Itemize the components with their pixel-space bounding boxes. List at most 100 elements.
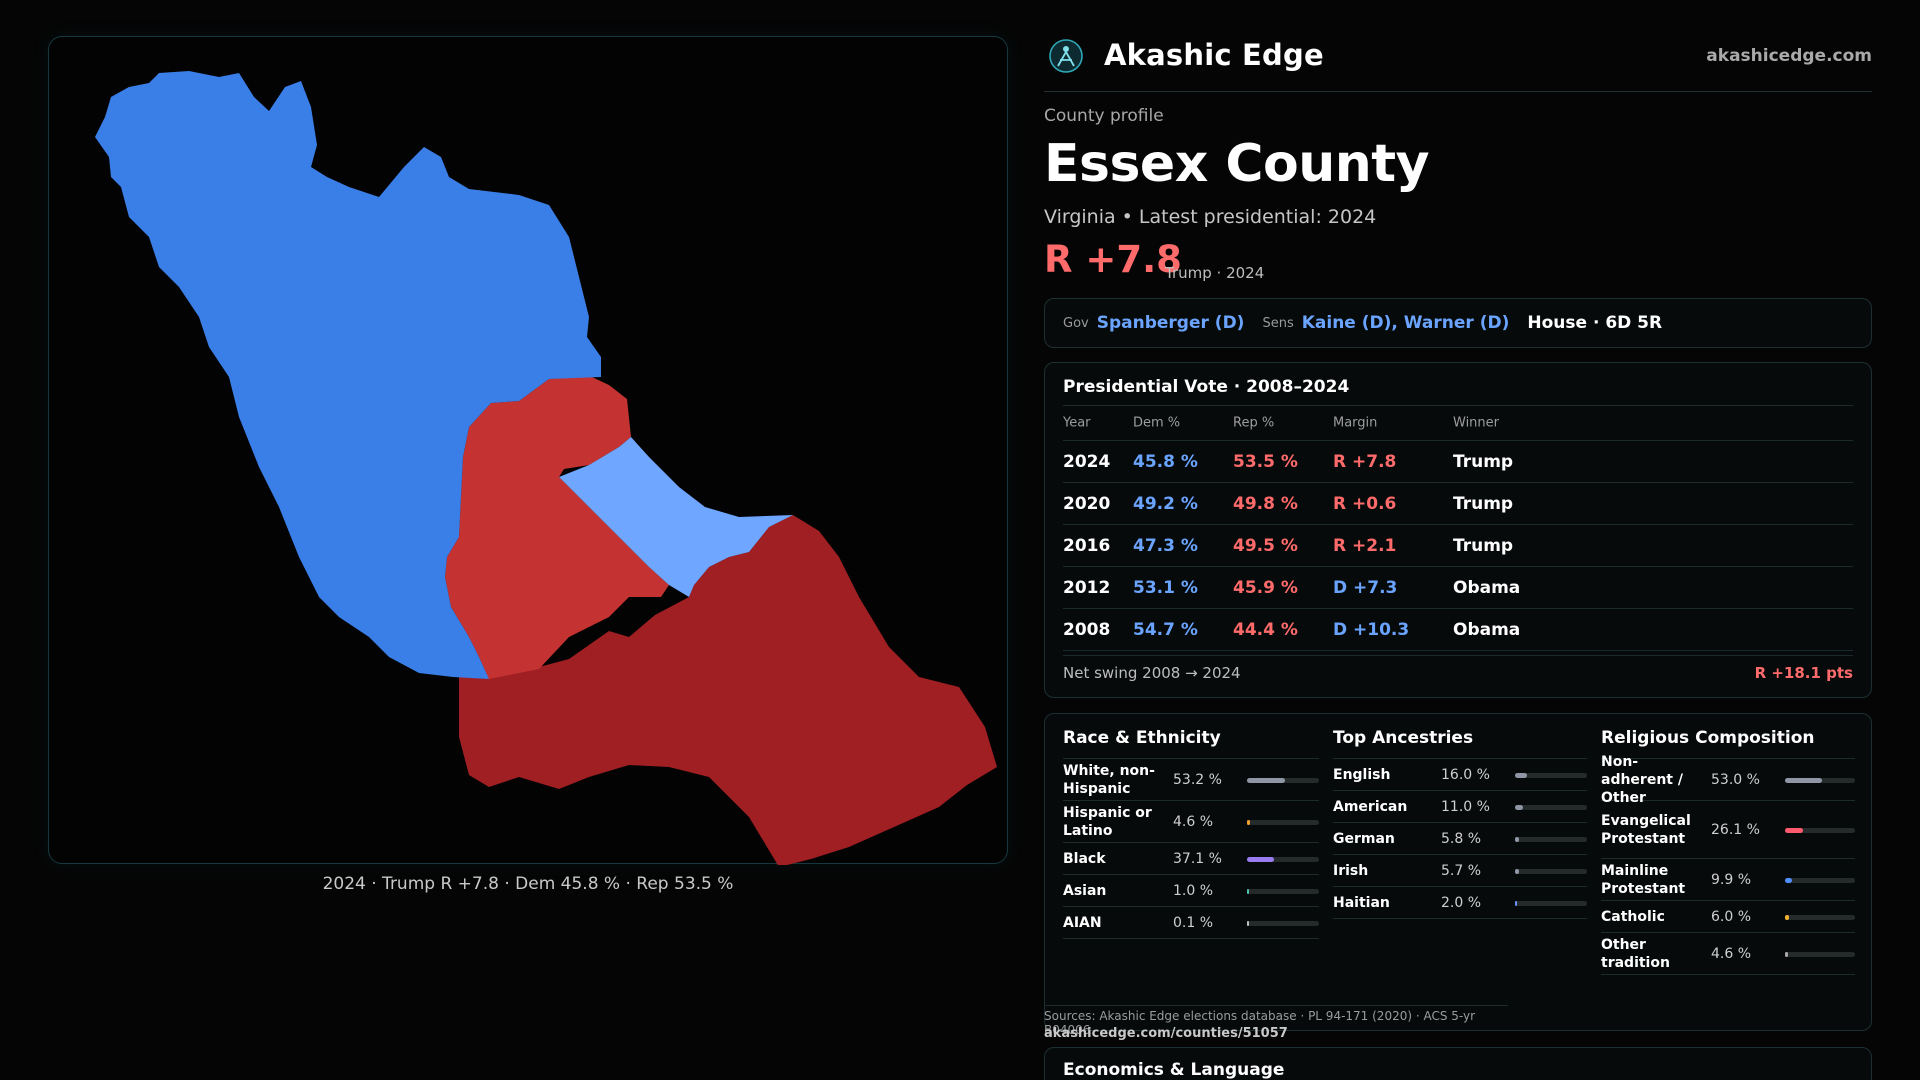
list-item: AIAN 0.1 %	[1063, 907, 1319, 939]
precinct-south-rep[interactable]	[459, 515, 997, 865]
list-item: Haitian 2.0 %	[1333, 887, 1587, 919]
list-item: Hispanic or Latino 4.6 %	[1063, 801, 1319, 843]
sources-url-link[interactable]: akashicedge.com/counties/51057	[1044, 1026, 1288, 1041]
row-rep-pct: 49.8 %	[1233, 493, 1298, 514]
item-label: AIAN	[1063, 914, 1102, 931]
net-swing-value: R +18.1 pts	[1754, 664, 1853, 682]
item-label: Irish	[1333, 862, 1369, 879]
religion-title: Religious Composition	[1601, 728, 1855, 759]
item-bar-fill	[1785, 777, 1823, 783]
item-bar-fill	[1515, 772, 1527, 778]
list-item: American 11.0 %	[1333, 791, 1587, 823]
demographics-card: Race & Ethnicity White, non-Hispanic 53.2…	[1044, 713, 1872, 1031]
item-bar-track	[1785, 827, 1855, 833]
precinct-middle-rep[interactable]	[445, 371, 669, 679]
table-row: 2008 54.7 % 44.4 % D +10.3 Obama	[1063, 609, 1853, 651]
list-item: White, non-Hispanic 53.2 %	[1063, 759, 1319, 801]
precinct-north-dem[interactable]	[95, 71, 601, 679]
item-label: American	[1333, 798, 1408, 815]
item-bar-fill	[1785, 877, 1792, 883]
senators-names[interactable]: Kaine (D), Warner (D)	[1301, 313, 1510, 333]
header-winner: Winner	[1453, 415, 1500, 431]
item-bar-track	[1247, 888, 1319, 894]
item-bar-fill	[1247, 920, 1249, 926]
presidential-title: Presidential Vote · 2008–2024	[1063, 377, 1350, 397]
row-winner: Trump	[1453, 493, 1514, 514]
item-label: Black	[1063, 850, 1106, 867]
net-swing-row: Net swing 2008 → 2024 R +18.1 pts	[1063, 655, 1853, 685]
list-item: Irish 5.7 %	[1333, 855, 1587, 887]
race-title: Race & Ethnicity	[1063, 728, 1319, 759]
item-percent: 9.9 %	[1711, 871, 1752, 888]
senators-label: Sens	[1262, 315, 1294, 331]
header-dem: Dem %	[1133, 415, 1181, 431]
item-percent: 11.0 %	[1441, 798, 1490, 815]
list-item: Other tradition 4.6 %	[1601, 933, 1855, 975]
gov-label: Gov	[1063, 315, 1089, 331]
item-percent: 5.8 %	[1441, 830, 1482, 847]
net-swing-label: Net swing 2008 → 2024	[1063, 664, 1241, 682]
row-winner: Obama	[1453, 619, 1521, 640]
item-bar-fill	[1785, 827, 1804, 833]
presidential-table: Year Dem % Rep % Margin Winner 2024 45.8 …	[1063, 405, 1853, 651]
item-percent: 0.1 %	[1173, 914, 1214, 931]
page-title: Essex County	[1044, 134, 1430, 194]
list-item: Non-adherent / Other 53.0 %	[1601, 754, 1855, 806]
item-bar-track	[1247, 819, 1319, 825]
item-bar-fill	[1247, 777, 1286, 783]
item-bar-track	[1785, 877, 1855, 883]
officials-bar: Gov Spanberger (D) Sens Kaine (D), Warne…	[1044, 298, 1872, 348]
precinct-east-dem-light[interactable]	[559, 437, 793, 597]
house-delegation: House · 6D 5R	[1527, 313, 1663, 333]
race-column: Race & Ethnicity White, non-Hispanic 53.2…	[1063, 728, 1319, 939]
item-percent: 26.1 %	[1711, 821, 1760, 838]
ancestry-column: Top Ancestries English 16.0 % American 11.0…	[1333, 728, 1587, 919]
item-bar-track	[1515, 804, 1587, 810]
row-dem-pct: 54.7 %	[1133, 619, 1198, 640]
item-bar-track	[1515, 900, 1587, 906]
table-row: 2024 45.8 % 53.5 % R +7.8 Trump	[1063, 441, 1853, 483]
row-dem-pct: 53.1 %	[1133, 577, 1198, 598]
item-bar-track	[1247, 856, 1319, 862]
row-dem-pct: 47.3 %	[1133, 535, 1198, 556]
economics-card[interactable]: Economics & Language	[1044, 1047, 1872, 1080]
item-percent: 53.0 %	[1711, 771, 1760, 788]
row-rep-pct: 45.9 %	[1233, 577, 1298, 598]
item-percent: 16.0 %	[1441, 766, 1490, 783]
list-item: Black 37.1 %	[1063, 843, 1319, 875]
item-label: Other tradition	[1601, 936, 1670, 971]
row-rep-pct: 44.4 %	[1233, 619, 1298, 640]
row-dem-pct: 45.8 %	[1133, 451, 1198, 472]
item-percent: 2.0 %	[1441, 894, 1482, 911]
item-label: Asian	[1063, 882, 1107, 899]
item-label: Evangelical Protestant	[1601, 812, 1691, 847]
county-profile-panel: Akashic Edge akashicedge.com County prof…	[1044, 0, 1872, 1080]
row-year: 2012	[1063, 577, 1111, 598]
row-year: 2016	[1063, 535, 1111, 556]
table-row: 2016 47.3 % 49.5 % R +2.1 Trump	[1063, 525, 1853, 567]
profile-eyebrow: County profile	[1044, 106, 1164, 126]
profile-subtitle: Virginia • Latest presidential: 2024	[1044, 206, 1377, 228]
brand-url-link[interactable]: akashicedge.com	[1706, 46, 1872, 66]
atom-logo-icon	[1049, 39, 1083, 73]
economics-title: Economics & Language	[1063, 1060, 1285, 1080]
sources-note: Sources: Akashic Edge elections database…	[1044, 1005, 1508, 1037]
item-bar-track	[1785, 951, 1855, 957]
item-bar-track	[1247, 920, 1319, 926]
governor-name[interactable]: Spanberger (D)	[1096, 313, 1245, 333]
item-bar-fill	[1515, 868, 1520, 874]
item-label: Haitian	[1333, 894, 1390, 911]
row-margin: R +2.1	[1333, 535, 1397, 556]
row-margin: R +0.6	[1333, 493, 1397, 514]
item-percent: 5.7 %	[1441, 862, 1482, 879]
item-percent: 37.1 %	[1173, 850, 1222, 867]
table-header: Year Dem % Rep % Margin Winner	[1063, 405, 1853, 441]
item-bar-track	[1515, 772, 1587, 778]
county-map[interactable]	[48, 36, 1008, 865]
item-percent: 53.2 %	[1173, 771, 1222, 788]
row-margin: D +10.3	[1333, 619, 1410, 640]
item-label: Non-adherent / Other	[1601, 753, 1683, 806]
brand-name: Akashic Edge	[1104, 38, 1324, 72]
table-row: 2012 53.1 % 45.9 % D +7.3 Obama	[1063, 567, 1853, 609]
item-bar-fill	[1785, 951, 1789, 957]
